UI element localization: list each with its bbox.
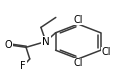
- Text: N: N: [42, 37, 50, 46]
- Text: F: F: [20, 61, 26, 71]
- Text: O: O: [5, 40, 13, 50]
- Text: Cl: Cl: [73, 15, 83, 24]
- Text: Cl: Cl: [102, 47, 111, 58]
- Text: Cl: Cl: [73, 59, 83, 68]
